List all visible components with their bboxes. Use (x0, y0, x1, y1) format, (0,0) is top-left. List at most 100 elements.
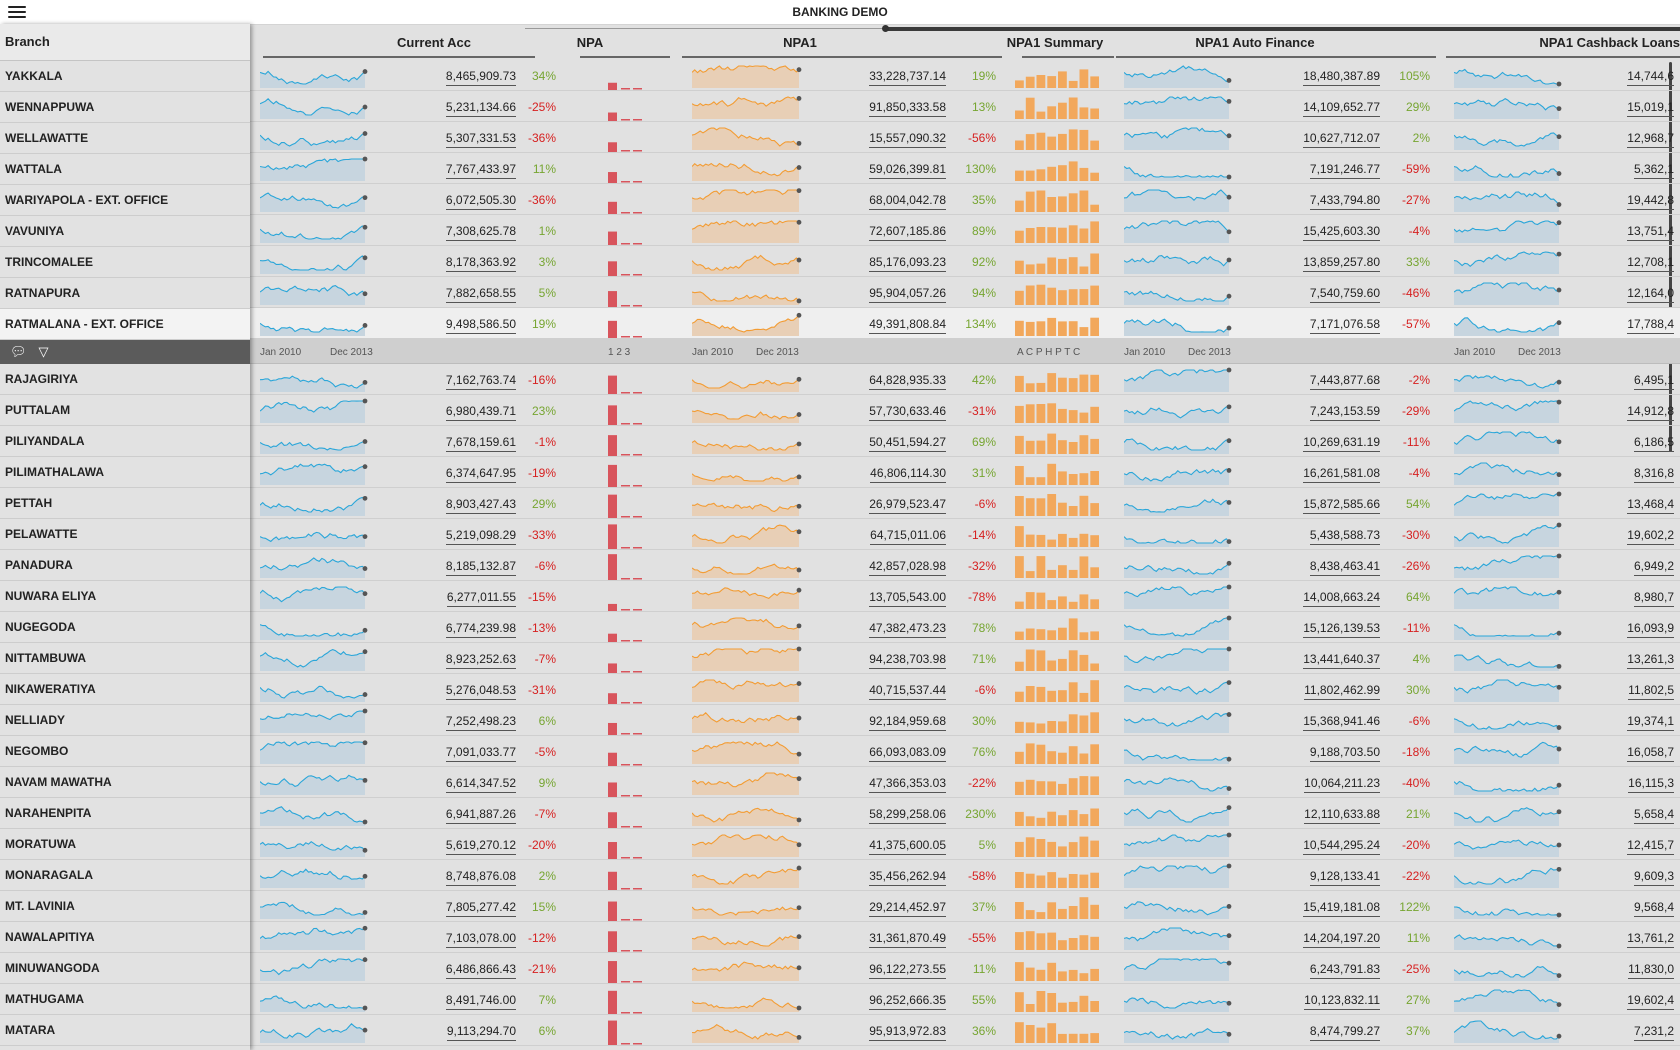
branch-name[interactable]: TRINCOMALEE (0, 247, 250, 278)
branch-name[interactable]: YAKKALA (0, 61, 250, 92)
table-row[interactable]: 8,748,876.08 2% 35,456,262.94 -58% 9,128,133… (250, 860, 1680, 891)
col-npa1-summary[interactable]: NPA1 Summary (1006, 35, 1104, 50)
table-row[interactable]: 6,277,011.55 -15% 13,705,543.00 -78% 14,008,… (250, 581, 1680, 612)
table-row[interactable]: 9,498,586.50 19% 49,391,808.84 134% 7,171,07… (250, 308, 1680, 339)
table-row[interactable]: 8,465,909.73 34% 33,228,737.14 19% 18,480,38… (250, 60, 1680, 91)
table-row[interactable]: 6,374,647.95 -19% 46,806,114.30 31% 16,261,5… (250, 457, 1680, 488)
table-row[interactable]: 8,491,746.00 7% 96,252,666.35 55% 10,123,832… (250, 984, 1680, 1015)
table-row[interactable]: 8,178,363.92 3% 85,176,093.23 92% 13,859,257… (250, 246, 1680, 277)
table-row[interactable]: 7,103,078.00 -12% 31,361,870.49 -55% 14,204,… (250, 922, 1680, 953)
table-row[interactable]: 7,308,625.78 1% 72,607,185.86 89% 15,425,603… (250, 215, 1680, 246)
table-row[interactable]: 5,619,270.12 -20% 41,375,600.05 5% 10,544,29… (250, 829, 1680, 860)
table-row[interactable]: 8,903,427.43 29% 26,979,523.47 -6% 15,872,58… (250, 488, 1680, 519)
npa1-summary-bars (1015, 190, 1099, 212)
branch-name[interactable]: MINUWANGODA (0, 953, 250, 984)
branch-name[interactable]: NELLIADY (0, 705, 250, 736)
h-scrollbar[interactable] (882, 25, 1680, 32)
bar (1068, 289, 1078, 305)
branch-name[interactable]: NUWARA ELIYA (0, 581, 250, 612)
branch-name[interactable]: PANADURA (0, 550, 250, 581)
branch-name[interactable]: NEGOMBO (0, 736, 250, 767)
branch-name[interactable]: PILIMATHALAWA (0, 457, 250, 488)
table-row[interactable]: 7,162,763.74 -16% 64,828,935.33 42% 7,443,87… (250, 364, 1680, 395)
col-npa1-auto-finance[interactable]: NPA1 Auto Finance (1195, 35, 1315, 50)
table-row[interactable]: 7,882,658.55 5% 95,904,057.26 94% 7,540,759.… (250, 277, 1680, 308)
current-acc-pct: -12% (527, 931, 556, 945)
bar (1015, 260, 1024, 274)
npa1-value: 68,004,042.78 (810, 193, 946, 210)
branch-name[interactable]: MT. LAVINIA (0, 891, 250, 922)
branch-name[interactable]: VAVUNIYA (0, 216, 250, 247)
branch-name[interactable]: NUGEGODA (0, 612, 250, 643)
table-row[interactable]: 7,091,033.77 -5% 66,093,083.09 76% 9,188,703… (250, 736, 1680, 767)
branch-name[interactable]: MATHUGAMA (0, 984, 250, 1015)
cashback-sparkline (1454, 934, 1562, 950)
table-row[interactable]: 6,980,439.71 23% 57,730,633.46 -31% 7,243,15… (250, 395, 1680, 426)
table-row[interactable]: 6,486,866.43 -21% 96,122,273.55 11% 6,243,79… (250, 953, 1680, 984)
branch-name[interactable]: MONARAGALA (0, 860, 250, 891)
table-row[interactable]: 8,185,132.87 -6% 42,857,028.98 -32% 8,438,46… (250, 550, 1680, 581)
branch-name[interactable]: RATNAPURA (0, 278, 250, 309)
table-row[interactable]: 7,252,498.23 6% 92,184,959.68 30% 15,368,941… (250, 705, 1680, 736)
branch-name[interactable]: WATTALA (0, 154, 250, 185)
axis-end: Dec 2013 (1518, 347, 1561, 358)
col-npa1[interactable]: NPA1 (783, 35, 817, 50)
branch-name[interactable]: NAWALAPITIYA (0, 922, 250, 953)
npa1-pct: -6% (974, 497, 996, 511)
branch-name[interactable]: WELLAWATTE (0, 123, 250, 154)
table-row[interactable]: 5,219,098.29 -33% 64,715,011.06 -14% 5,438,5… (250, 519, 1680, 550)
branch-name[interactable]: NITTAMBUWA (0, 643, 250, 674)
filter-icon[interactable]: ▽ (38, 344, 49, 359)
cashback-amount: 8,316,8 (1633, 466, 1674, 483)
v-scrollbar[interactable] (1669, 62, 1672, 452)
branch-name[interactable]: RAJAGIRIYA (0, 364, 250, 395)
branch-name[interactable]: PUTTALAM (0, 395, 250, 426)
bar (1079, 167, 1089, 181)
branch-name[interactable]: WARIYAPOLA - EXT. OFFICE (0, 185, 250, 216)
bar (1068, 193, 1078, 212)
branch-column-header[interactable]: Branch (0, 24, 250, 61)
npa1-pct: -14% (967, 528, 996, 542)
table-row[interactable]: 5,307,331.53 -36% 15,557,090.32 -56% 10,627,… (250, 122, 1680, 153)
cashback-sparkline (1454, 165, 1562, 181)
cashback-amount: 19,602,2 (1627, 528, 1674, 545)
npa1-value: 33,228,737.14 (810, 69, 946, 86)
table-row[interactable]: 7,805,277.42 15% 29,214,452.97 37% 15,419,18… (250, 891, 1680, 922)
auto-finance-amount: 9,188,703.50 (1309, 745, 1380, 762)
branch-name[interactable]: RATMALANA - EXT. OFFICE (0, 309, 250, 340)
col-current-acc[interactable]: Current Acc (397, 35, 471, 50)
auto-finance-value: 10,269,631.19 (1240, 435, 1380, 452)
hamburger-icon[interactable] (8, 4, 26, 20)
branch-name[interactable]: MATARA (0, 1015, 250, 1046)
table-row[interactable]: 6,774,239.98 -13% 47,382,473.23 78% 15,126,1… (250, 612, 1680, 643)
bar (1090, 374, 1099, 392)
table-row[interactable]: 7,767,433.97 11% 59,026,399.81 130% 7,191,24… (250, 153, 1680, 184)
branch-name[interactable]: NAVAM MAWATHA (0, 767, 250, 798)
branch-name[interactable]: PELAWATTE (0, 519, 250, 550)
table-row[interactable]: 6,614,347.52 9% 47,366,353.03 -22% 10,064,21… (250, 767, 1680, 798)
app-title: BANKING DEMO (792, 5, 888, 19)
branch-name[interactable]: NARAHENPITA (0, 798, 250, 829)
branch-name[interactable]: MORATUWA (0, 829, 250, 860)
branch-name[interactable]: WENNAPPUWA (0, 92, 250, 123)
comment-icon[interactable]: 💬︎ (10, 344, 27, 359)
branch-name[interactable]: PILIYANDALA (0, 426, 250, 457)
table-row[interactable]: 9,113,294.70 6% 95,913,972.83 36% 8,474,799.… (250, 1015, 1680, 1046)
branch-name[interactable]: PETTAH (0, 488, 250, 519)
current-acc-sparkline (260, 774, 368, 795)
table-row[interactable]: 6,072,505.30 -36% 68,004,042.78 35% 7,433,79… (250, 184, 1680, 215)
table-row[interactable]: 5,231,134.66 -25% 91,850,333.58 13% 14,109,6… (250, 91, 1680, 122)
table-row[interactable]: 5,276,048.53 -31% 40,715,537.44 -6% 11,802,4… (250, 674, 1680, 705)
data-grid: Current Acc NPA NPA1 NPA1 Summary NPA1 A… (250, 24, 1680, 1050)
col-npa1-cashback-loans[interactable]: NPA1 Cashback Loans (1539, 35, 1680, 50)
auto-finance-value: 14,109,652.77 (1240, 100, 1380, 117)
table-row[interactable]: 6,941,887.26 -7% 58,299,258.06 230% 12,110,6… (250, 798, 1680, 829)
grid-rows: 8,465,909.73 34% 33,228,737.14 19% 18,480,38… (250, 60, 1680, 1046)
bar (1015, 1022, 1024, 1043)
branch-name[interactable]: NIKAWERATIYA (0, 674, 250, 705)
table-row[interactable]: 7,678,159.61 -1% 50,451,594.27 69% 10,269,63… (250, 426, 1680, 457)
bar (1068, 537, 1078, 547)
current-acc-amount: 5,307,331.53 (445, 131, 516, 148)
table-row[interactable]: 8,923,252.63 -7% 94,238,703.98 71% 13,441,64… (250, 643, 1680, 674)
col-npa[interactable]: NPA (576, 35, 604, 50)
